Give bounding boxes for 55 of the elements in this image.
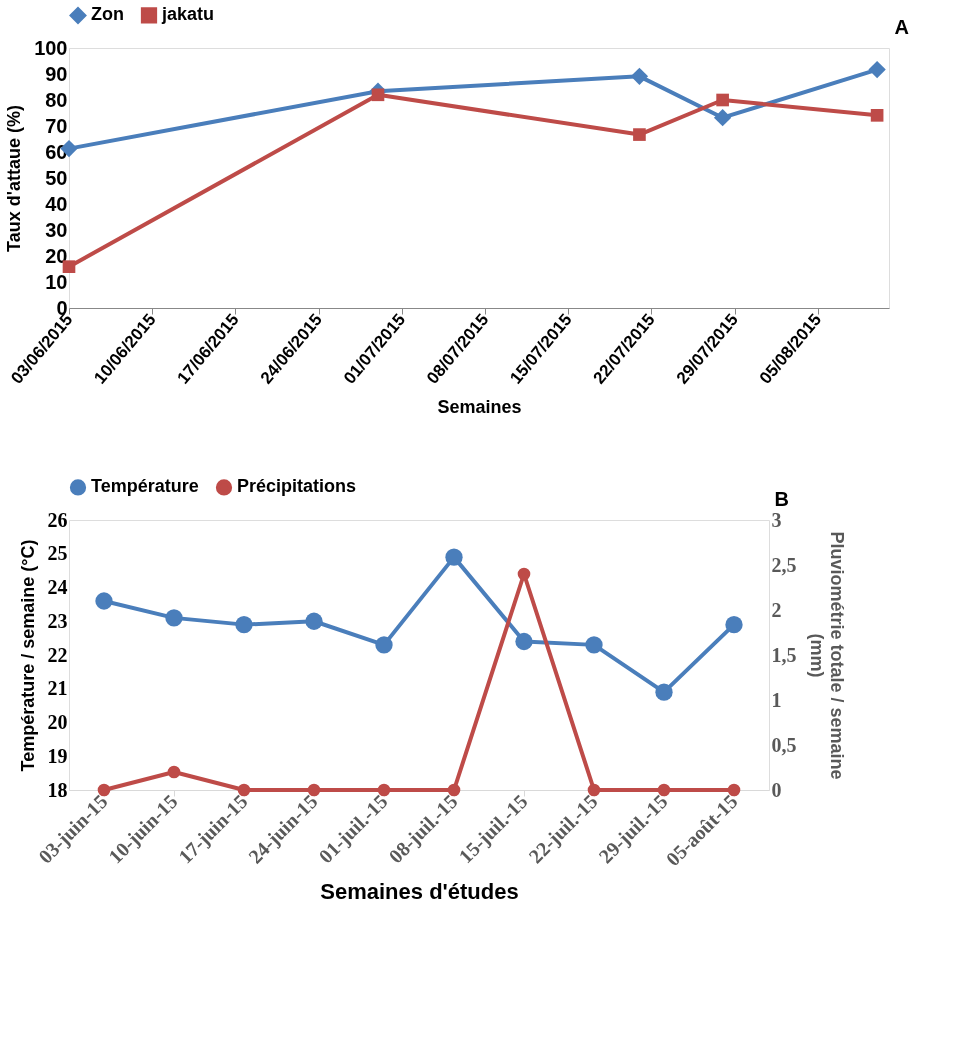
y-tick-label: 10: [45, 270, 68, 293]
y-tick-label: 21: [47, 677, 68, 700]
point: [305, 612, 323, 630]
y-axis-title: Température / semaine (°C): [17, 539, 38, 772]
y-tick-label: 22: [47, 643, 68, 666]
legend-label: Température: [91, 476, 199, 497]
y-tick-label: 70: [45, 114, 68, 137]
legend-label: jakatu: [161, 4, 215, 25]
point: [868, 60, 886, 79]
y2-tick-label: 1,5: [771, 643, 797, 666]
y2-axis-title: Pluviométrie totale / semaine (mm): [806, 531, 847, 780]
y-tick-label: 26: [47, 508, 68, 531]
y-tick-label: 100: [34, 36, 68, 59]
legend-label: Précipitations: [237, 476, 357, 497]
y2-tick-label: 3: [771, 508, 782, 531]
y2-tick-label: 0,5: [771, 733, 797, 756]
y-tick-label: 18: [47, 778, 68, 801]
point: [633, 128, 646, 141]
point: [445, 548, 463, 566]
y-tick-label: 50: [45, 166, 68, 189]
y-tick-label: 24: [47, 576, 68, 598]
y2-tick-label: 2: [771, 598, 782, 621]
y-tick-label: 19: [47, 744, 68, 767]
y2-tick-label: 0: [771, 778, 782, 801]
point: [95, 592, 113, 610]
y-tick-label: 40: [45, 192, 68, 215]
point: [655, 683, 673, 701]
y-tick-label: 20: [45, 244, 68, 267]
point: [725, 615, 743, 634]
y-tick-label: 20: [47, 711, 68, 733]
y-tick-label: 25: [47, 542, 68, 565]
point: [515, 632, 533, 651]
x-axis-title: Semaines d'études: [320, 878, 519, 904]
y-tick-label: 23: [47, 609, 68, 632]
point: [165, 609, 183, 627]
point: [375, 636, 393, 654]
y-tick-label: 90: [45, 62, 68, 85]
point: [517, 567, 531, 581]
y2-tick-label: 2,5: [771, 553, 797, 576]
point: [371, 88, 385, 102]
y-tick-label: 30: [45, 218, 68, 241]
text: A: [894, 16, 909, 38]
point: [713, 109, 732, 127]
y2-tick-label: 1: [771, 688, 782, 711]
point: [235, 615, 253, 634]
legend-label: Zon: [91, 4, 124, 25]
x-axis-title: Semaines: [437, 396, 522, 417]
point: [585, 636, 603, 654]
text: B: [774, 488, 789, 510]
y-axis-title: Taux d'attaue (%): [4, 105, 25, 252]
y-tick-label: 80: [45, 88, 68, 111]
point: [630, 67, 649, 85]
point: [716, 93, 729, 107]
point: [167, 765, 181, 779]
point: [870, 109, 884, 122]
